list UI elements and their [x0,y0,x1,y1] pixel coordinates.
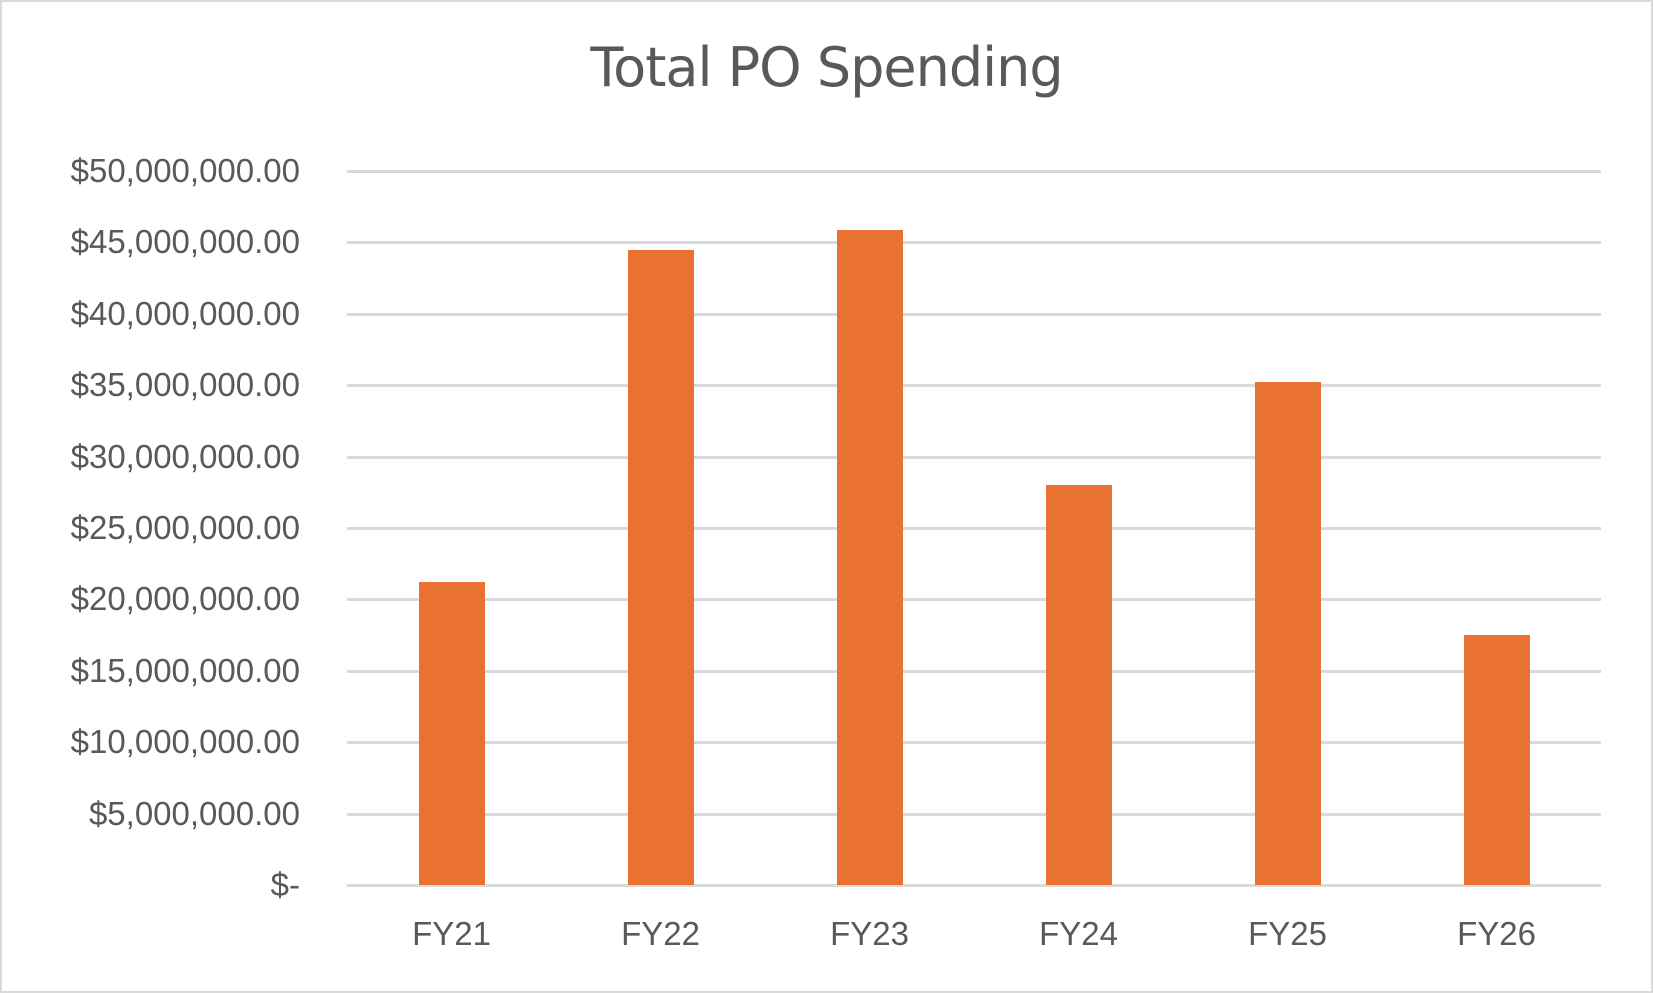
bar-fy22[interactable] [627,249,694,885]
y-tick-label: $25,000,000.00 [70,509,300,546]
y-tick-label: $5,000,000.00 [88,794,300,832]
gridline [347,598,1601,602]
bar-fy24[interactable] [1045,485,1112,885]
y-tick-label: $35,000,000.00 [70,366,300,404]
y-tick-label: $- [270,866,300,903]
y-tick-label: $50,000,000.00 [70,152,300,189]
bar-fy26[interactable] [1463,635,1530,885]
x-tick-label: FY22 [621,915,700,952]
y-tick-label: $15,000,000.00 [70,651,300,689]
bar-fy25[interactable] [1254,382,1321,885]
bar-fy21[interactable] [418,582,485,885]
bar-fy23[interactable] [836,229,903,885]
y-tick-label: $20,000,000.00 [70,580,300,618]
gridline [347,384,1601,388]
gridline [347,669,1601,673]
plot-area: FY21 FY22 FY23 FY24 FY25 FY26 [347,0,1601,993]
y-tick-label: $30,000,000.00 [70,437,300,475]
y-tick-label: $45,000,000.00 [70,223,300,261]
gridline [347,241,1601,245]
gridline [347,527,1601,530]
x-tick-label: FY25 [1248,915,1327,952]
x-tick-label: FY21 [412,915,491,952]
x-tick-label: FY23 [830,915,909,952]
gridline [347,312,1601,316]
chart-title: Total PO Spending [590,36,1063,99]
y-tick-label: $40,000,000.00 [70,294,300,332]
gridline [347,455,1601,459]
gridline [347,741,1601,745]
x-tick-label: FY26 [1457,915,1536,952]
gridline [347,812,1601,816]
x-tick-label: FY24 [1039,915,1118,952]
y-tick-label: $10,000,000.00 [70,723,300,761]
gridline [347,170,1601,173]
gridline [347,884,1601,887]
